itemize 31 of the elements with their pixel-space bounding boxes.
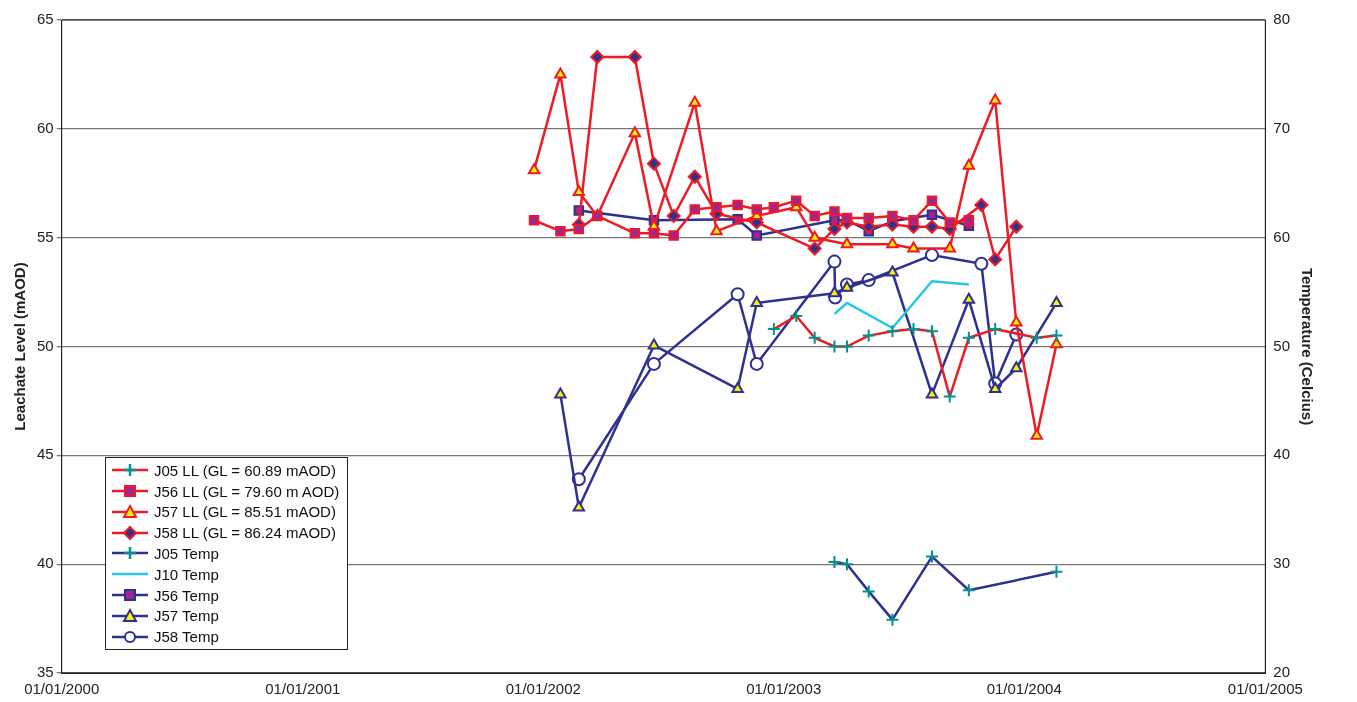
y2-tick-label: 70 [1273,118,1290,136]
x-tick-label: 01/01/2004 [986,680,1062,698]
y-axis-title: Leachate Level (mAOD) [11,262,29,431]
legend-label: J56 LL (GL = 79.60 m AOD) [154,482,340,500]
legend-label: J58 LL (GL = 86.24 mAOD) [154,524,336,542]
y-tick-label: 50 [37,336,54,354]
x-tick-label: 01/01/2001 [265,680,341,698]
y2-tick-label: 40 [1273,445,1290,463]
x-tick-label: 01/01/2000 [24,680,100,698]
y2-tick-label: 50 [1273,336,1290,354]
y-tick-label: 35 [37,663,54,681]
x-tick-label: 01/01/2003 [746,680,822,698]
y-tick-label: 45 [37,445,54,463]
y-tick-label: 55 [37,227,54,245]
y-tick-label: 60 [37,118,54,136]
y2-tick-label: 80 [1273,10,1290,28]
legend-label: J56 Temp [154,586,219,604]
legend-label: J57 LL (GL = 85.51 mAOD) [154,503,336,521]
y2-tick-label: 60 [1273,227,1290,245]
legend-label: J05 LL (GL = 60.89 mAOD) [154,461,336,479]
legend-label: J05 Temp [154,544,219,562]
legend-label: J58 Temp [154,628,219,646]
legend-label: J10 Temp [154,565,219,583]
y-tick-label: 65 [37,10,54,28]
y2-tick-label: 20 [1273,663,1290,681]
legend-label: J57 Temp [154,607,219,625]
y-tick-label: 40 [37,554,54,572]
y2-tick-label: 30 [1273,554,1290,572]
x-tick-label: 01/01/2002 [505,680,581,698]
x-tick-label: 01/01/2005 [1227,680,1303,698]
y2-axis-title: Temperature (Celcius) [1298,267,1316,426]
